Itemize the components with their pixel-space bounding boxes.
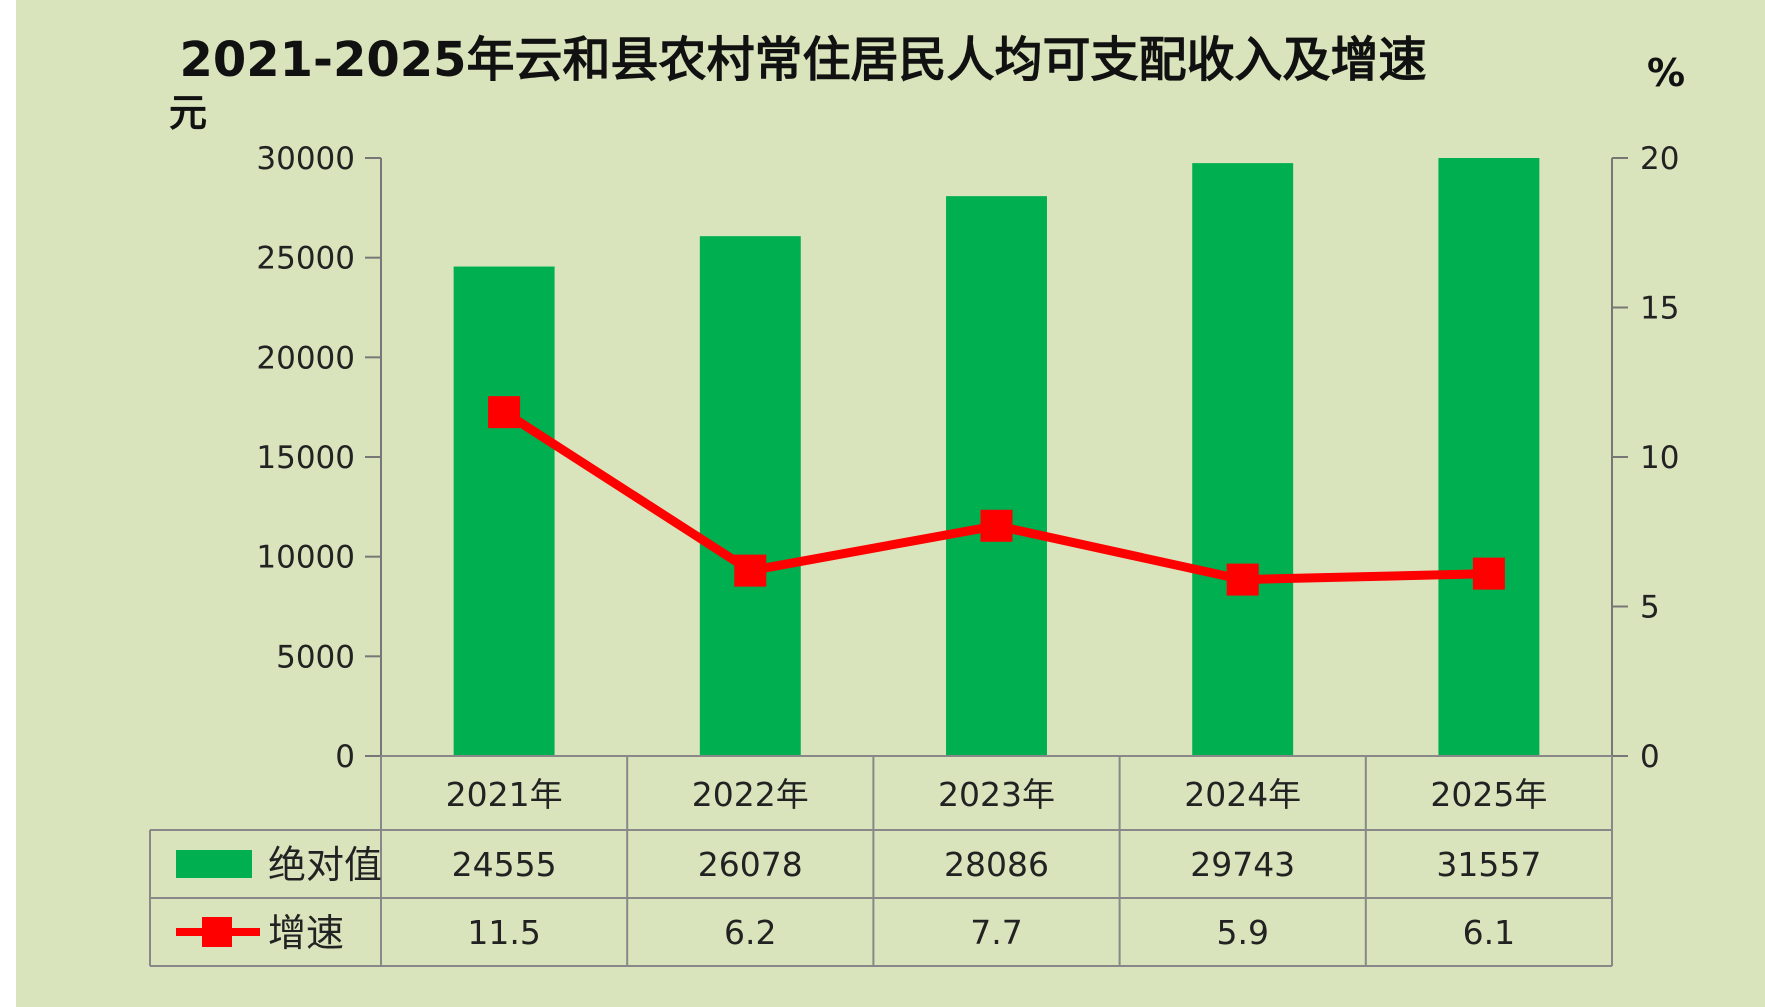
bar-2022年 — [699, 236, 801, 756]
chart-title: 2021-2025年云和县农村常住居民人均可支配收入及增速 — [179, 32, 1426, 88]
right-axis-tick-label: 5 — [1640, 590, 1660, 626]
category-label: 2023年 — [938, 775, 1055, 814]
bar-value-cell: 26078 — [698, 845, 803, 884]
growth-marker-2021年 — [488, 396, 521, 429]
legend-bar-label: 绝对值 — [268, 843, 382, 887]
bar-2021年 — [453, 266, 555, 756]
growth-marker-2024年 — [1226, 563, 1259, 596]
legend-line-marker — [202, 917, 232, 947]
bar-2025年 — [1438, 158, 1540, 756]
growth-marker-2023年 — [980, 509, 1013, 542]
bar-value-cell: 29743 — [1190, 845, 1295, 884]
left-axis-tick-label: 5000 — [276, 639, 355, 675]
growth-value-cell: 6.1 — [1463, 913, 1515, 952]
growth-marker-2025年 — [1472, 557, 1505, 590]
left-axis-tick-label: 10000 — [256, 540, 355, 576]
growth-value-cell: 5.9 — [1216, 913, 1268, 952]
bar-value-cell: 31557 — [1436, 845, 1541, 884]
category-label: 2022年 — [692, 775, 809, 814]
bar-value-cell: 28086 — [944, 845, 1049, 884]
left-axis-tick-label: 20000 — [256, 340, 355, 376]
left-axis-tick-label: 0 — [335, 739, 355, 775]
category-label: 2021年 — [446, 775, 563, 814]
bar-value-cell: 24555 — [452, 845, 557, 884]
legend-line-label: 增速 — [268, 911, 344, 955]
chart-panel: 2021-2025年云和县农村常住居民人均可支配收入及增速 元 % 0 5000 1… — [16, 0, 1765, 1007]
growth-value-cell: 6.2 — [724, 913, 776, 952]
right-axis-unit: % — [1647, 51, 1685, 95]
left-axis-unit: 元 — [169, 91, 207, 135]
category-label: 2025年 — [1430, 775, 1547, 814]
category-label: 2024年 — [1184, 775, 1301, 814]
legend-bar-swatch — [176, 850, 252, 878]
growth-value-cell: 7.7 — [970, 913, 1022, 952]
left-axis-tick-label: 15000 — [256, 440, 355, 476]
bar-2023年 — [946, 196, 1047, 756]
bar-2024年 — [1192, 163, 1294, 756]
left-axis-tick-label: 25000 — [256, 241, 355, 277]
chart-svg: 2021-2025年云和县农村常住居民人均可支配收入及增速 元 % 0 5000 1… — [149, 32, 1685, 967]
growth-marker-2022年 — [734, 554, 767, 587]
right-axis-tick-label: 20 — [1640, 141, 1679, 177]
right-axis-tick-label: 0 — [1640, 739, 1660, 775]
right-axis-tick-label: 15 — [1640, 291, 1679, 327]
right-axis-tick-label: 10 — [1640, 440, 1679, 476]
growth-value-cell: 11.5 — [467, 913, 540, 952]
left-axis-tick-label: 30000 — [256, 141, 355, 177]
